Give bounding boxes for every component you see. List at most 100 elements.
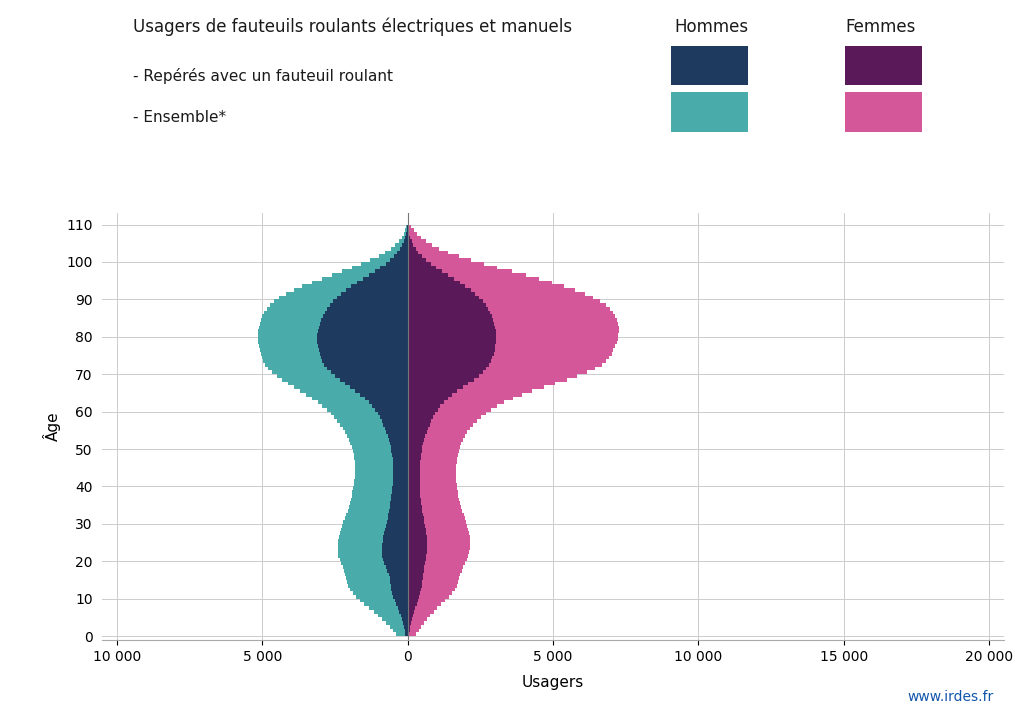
Bar: [408, 456, 421, 460]
Bar: [349, 438, 408, 442]
Bar: [408, 625, 421, 629]
Bar: [349, 506, 408, 509]
Bar: [408, 322, 618, 326]
Bar: [403, 240, 408, 243]
Bar: [392, 486, 408, 490]
Bar: [408, 288, 471, 292]
Bar: [408, 400, 443, 404]
Bar: [408, 546, 427, 550]
Bar: [403, 625, 408, 629]
Bar: [407, 225, 408, 228]
Bar: [408, 557, 426, 561]
Bar: [408, 438, 424, 442]
Bar: [390, 442, 408, 445]
Bar: [393, 468, 408, 471]
Bar: [268, 367, 408, 370]
Bar: [408, 255, 422, 258]
Bar: [408, 498, 460, 501]
Bar: [350, 442, 408, 445]
Bar: [408, 438, 463, 442]
Bar: [380, 415, 408, 419]
Bar: [408, 329, 618, 333]
Bar: [385, 524, 408, 528]
Bar: [355, 471, 408, 475]
Bar: [408, 307, 609, 311]
Bar: [408, 299, 483, 303]
Bar: [408, 303, 605, 307]
Bar: [311, 281, 408, 284]
Bar: [408, 337, 617, 341]
Bar: [369, 273, 408, 277]
Bar: [408, 542, 470, 546]
Bar: [258, 337, 408, 341]
Bar: [342, 269, 408, 273]
Bar: [278, 374, 408, 378]
Bar: [383, 535, 408, 539]
Bar: [408, 550, 427, 554]
Bar: [397, 251, 408, 255]
Bar: [408, 288, 575, 292]
Bar: [270, 303, 408, 307]
Bar: [408, 565, 424, 569]
Bar: [408, 370, 587, 374]
Bar: [333, 299, 408, 303]
Bar: [408, 557, 467, 561]
Bar: [408, 572, 423, 577]
Bar: [259, 326, 408, 329]
Bar: [317, 329, 408, 333]
Bar: [408, 584, 422, 587]
Text: Hommes: Hommes: [675, 18, 749, 36]
Bar: [408, 333, 496, 337]
Bar: [283, 378, 408, 382]
Bar: [354, 460, 408, 464]
Bar: [352, 490, 408, 494]
Bar: [361, 262, 408, 266]
Bar: [408, 614, 413, 617]
Bar: [408, 329, 496, 333]
Bar: [408, 460, 420, 464]
Bar: [379, 255, 408, 258]
Bar: [408, 569, 462, 572]
Bar: [408, 314, 492, 318]
Bar: [272, 370, 408, 374]
Bar: [408, 251, 449, 255]
Bar: [392, 592, 408, 595]
Bar: [389, 509, 408, 513]
Bar: [408, 602, 441, 606]
Bar: [408, 262, 431, 266]
Bar: [408, 479, 420, 483]
Bar: [408, 281, 552, 284]
Bar: [408, 554, 468, 557]
Bar: [408, 621, 424, 625]
Bar: [408, 442, 423, 445]
Bar: [357, 281, 408, 284]
Bar: [408, 408, 437, 412]
Bar: [325, 363, 408, 367]
Bar: [401, 236, 408, 240]
Bar: [388, 434, 408, 438]
Bar: [408, 486, 457, 490]
Bar: [317, 333, 408, 337]
Bar: [258, 333, 408, 337]
Bar: [408, 412, 486, 415]
Bar: [408, 625, 411, 629]
Bar: [353, 483, 408, 486]
Bar: [341, 561, 408, 565]
Bar: [408, 580, 458, 584]
Bar: [408, 516, 424, 520]
Bar: [408, 494, 420, 498]
Bar: [408, 243, 414, 247]
Bar: [408, 296, 479, 299]
Bar: [408, 348, 613, 352]
Bar: [382, 546, 408, 550]
Bar: [386, 565, 408, 569]
Bar: [339, 535, 408, 539]
Bar: [408, 449, 422, 453]
Bar: [346, 577, 408, 580]
Bar: [408, 337, 496, 341]
Bar: [302, 284, 408, 288]
Bar: [354, 475, 408, 479]
Bar: [267, 307, 408, 311]
Bar: [408, 374, 578, 378]
Bar: [327, 367, 408, 370]
